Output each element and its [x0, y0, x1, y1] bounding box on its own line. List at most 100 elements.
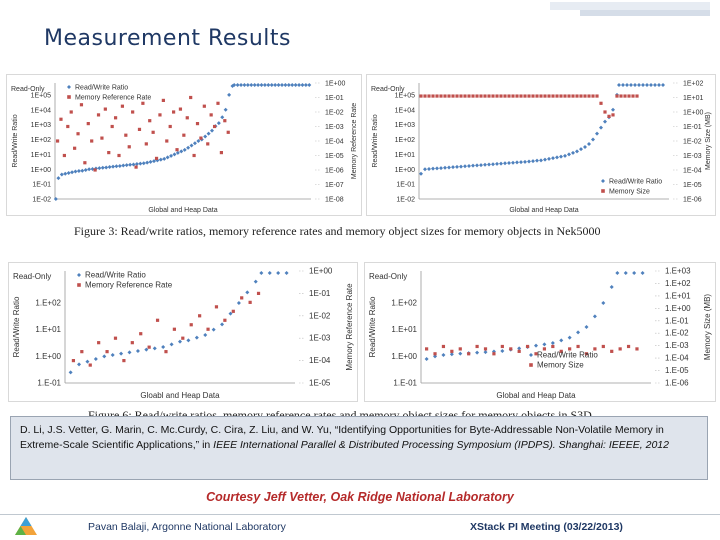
memory-point [615, 94, 619, 98]
ratio-point [111, 164, 116, 169]
ratio-point [162, 156, 167, 161]
memory-point [155, 318, 160, 322]
right-tick-label: 1.E+02 [665, 279, 691, 288]
legend-label: Read/Write Ratio [537, 351, 598, 360]
memory-point [425, 347, 429, 351]
right-tick-label: 1E-03 [309, 334, 331, 343]
memory-point [206, 327, 210, 331]
memory-point [475, 344, 479, 349]
memory-point [80, 350, 84, 354]
memory-point [172, 110, 176, 114]
legend-label: Memory Size [609, 189, 650, 196]
ratio-point [293, 83, 298, 87]
ratio-point [595, 131, 599, 136]
ratio-point [169, 342, 174, 347]
memory-point [223, 119, 227, 123]
memory-point [192, 153, 196, 158]
ratio-point [592, 314, 597, 319]
legend-swatch-ratio [67, 85, 71, 89]
ratio-point [300, 83, 305, 87]
read-only-label: Read-Only [371, 86, 405, 93]
left-tick-label: 1E-01 [32, 182, 51, 189]
right-tick-label: 1.E-01 [665, 316, 689, 325]
ratio-point [56, 176, 61, 181]
legend-label: Read/Write Ratio [85, 271, 146, 280]
ratio-point [447, 165, 451, 170]
y2-axis-label: Memory Reference Rate [345, 283, 354, 371]
left-tick-label: 1E+05 [31, 92, 52, 99]
memory-point [610, 349, 614, 353]
ratio-point [235, 83, 240, 87]
ratio-point [203, 333, 208, 337]
right-tick-label: 1E-05 [325, 153, 344, 160]
ratio-point [550, 341, 555, 345]
memory-point [199, 136, 203, 140]
legend-swatch-memory [67, 95, 71, 99]
memory-point [467, 94, 471, 98]
ratio-point [527, 159, 531, 164]
memory-point [214, 305, 219, 309]
x-axis-label: Global and Heap Data [148, 207, 217, 214]
ratio-point [211, 327, 216, 332]
memory-point [216, 101, 220, 105]
ratio-point [531, 159, 535, 164]
left-tick-label: 1.E+01 [35, 325, 61, 334]
memory-point [73, 146, 77, 150]
citation-line-1: D. Li, J.S. Vetter, G. Marin, C. Mc.Curd… [20, 424, 664, 436]
read-only-label: Read-Only [11, 86, 45, 93]
memory-point [503, 94, 507, 98]
ratio-point [124, 163, 129, 168]
ratio-point [483, 162, 487, 167]
footer-meeting: XStack PI Meeting (03/22/2013) [470, 521, 623, 533]
ratio-point [601, 301, 606, 305]
memory-point [231, 309, 235, 313]
memory-point [154, 156, 159, 160]
left-tick-label: 1E-02 [396, 197, 415, 204]
memory-point [447, 94, 451, 98]
y-axis-label: Read/Write Ratio [372, 114, 379, 167]
ratio-point [77, 362, 82, 367]
ratio-point [179, 149, 184, 154]
memory-point [463, 94, 467, 98]
x-axis-label: Gloabl and Heap Data [140, 391, 220, 400]
left-tick-label: 1E+02 [31, 137, 52, 144]
memory-point [568, 347, 572, 351]
right-tick-label: 1E-02 [309, 311, 331, 320]
right-tick-label: 1E+00 [683, 110, 704, 117]
ratio-point [511, 160, 515, 165]
memory-point [479, 94, 483, 98]
ratio-point [503, 161, 507, 166]
memory-point [511, 94, 515, 98]
left-tick-label: 1E+05 [395, 92, 416, 99]
ratio-point [427, 166, 431, 171]
legend-label: Memory Reference Rate [75, 95, 151, 102]
memory-point [198, 314, 202, 318]
ratio-point [85, 359, 90, 364]
ratio-point [269, 83, 274, 87]
memory-point [69, 110, 73, 114]
memory-point [182, 133, 186, 137]
ratio-point [587, 141, 591, 146]
ratio-point [629, 83, 633, 87]
ratio-point [239, 83, 244, 87]
ratio-point [194, 335, 199, 340]
memory-point [523, 94, 527, 98]
ratio-point [186, 338, 191, 343]
ratio-point [83, 168, 88, 172]
memory-point [113, 336, 118, 340]
memory-point [88, 363, 92, 367]
ratio-point [203, 134, 208, 139]
ratio-point [131, 162, 136, 167]
ratio-point [575, 149, 579, 154]
ratio-point [611, 107, 615, 112]
ratio-point [141, 161, 146, 166]
ratio-point [500, 349, 505, 353]
ratio-point [121, 163, 126, 168]
memory-point [517, 349, 521, 353]
memory-point [206, 142, 210, 146]
right-tick-label: 1E+01 [683, 95, 704, 102]
ratio-point [534, 343, 538, 348]
memory-point [131, 110, 135, 114]
ratio-point [463, 164, 467, 169]
legend-label: Memory Size [537, 361, 584, 370]
